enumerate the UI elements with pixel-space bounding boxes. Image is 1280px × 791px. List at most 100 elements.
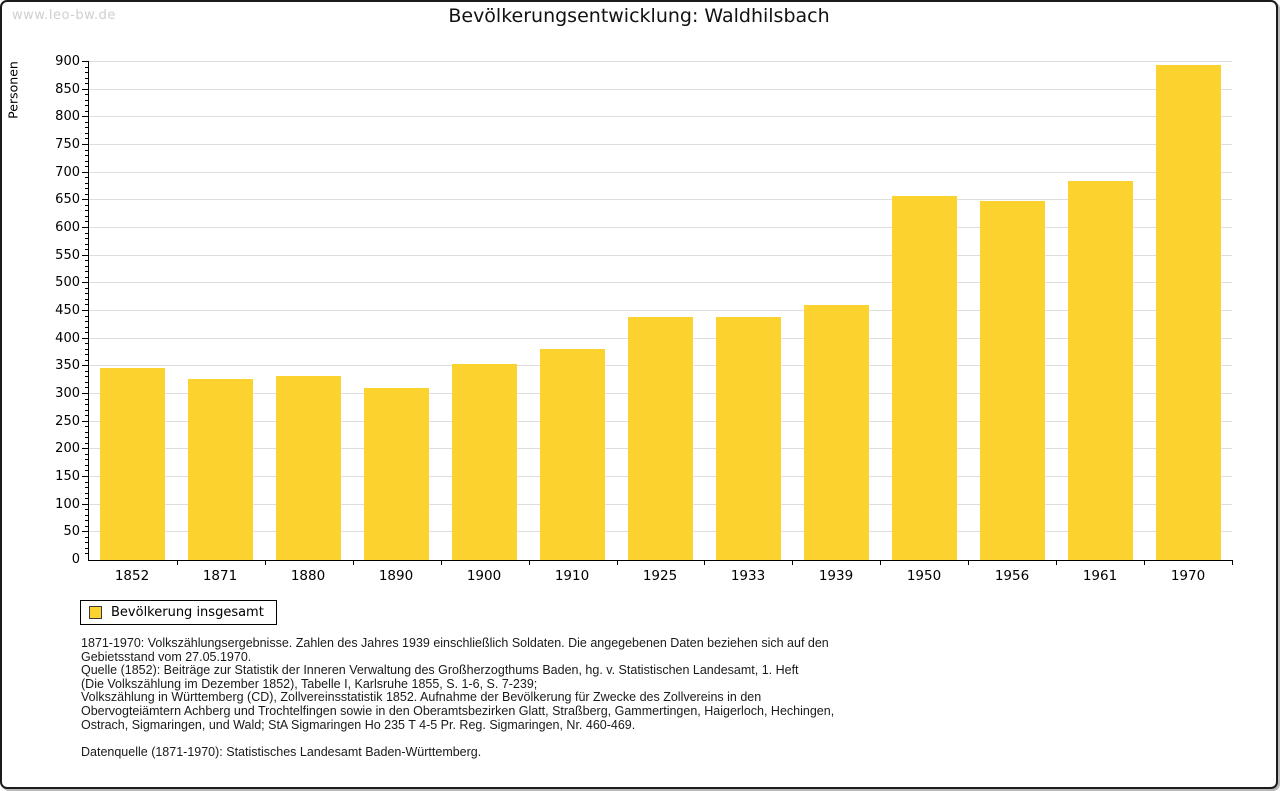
y-major-tick-750 — [82, 144, 89, 145]
y-minor-tick-330 — [85, 376, 89, 378]
y-minor-tick-120 — [85, 492, 89, 494]
x-boundary-tick-3 — [352, 560, 354, 565]
y-minor-tick-630 — [85, 210, 89, 212]
y-tick-label-550: 550 — [55, 247, 80, 263]
bar-slot-1933 — [704, 62, 792, 560]
y-tick-label-650: 650 — [55, 192, 80, 208]
y-minor-tick-620 — [85, 215, 89, 217]
legend-swatch-icon — [89, 606, 102, 619]
y-minor-tick-780 — [85, 127, 89, 129]
watermark: www.leo-bw.de — [12, 8, 116, 23]
y-minor-tick-510 — [85, 276, 89, 278]
y-minor-tick-370 — [85, 354, 89, 356]
bar-1970 — [1155, 64, 1221, 560]
y-tick-label-100: 100 — [55, 496, 80, 512]
y-minor-tick-440 — [85, 315, 89, 317]
x-tick-label-1939: 1939 — [818, 568, 854, 584]
legend-label: Bevölkerung insgesamt — [111, 605, 264, 620]
y-tick-label-800: 800 — [55, 109, 80, 125]
footer-line-1: 1871-1970: Volkszählungsergebnisse. Zahl… — [81, 636, 829, 650]
bar-slot-1900 — [441, 62, 529, 560]
bar-slot-1950 — [880, 62, 968, 560]
y-minor-tick-810 — [85, 110, 89, 112]
footer-line-5: Volkszählung in Württemberg (CD), Zollve… — [81, 690, 762, 705]
y-minor-tick-580 — [85, 238, 89, 240]
bar-1961 — [1067, 180, 1133, 560]
y-minor-tick-160 — [85, 470, 89, 472]
gridline-450 — [89, 310, 1232, 311]
legend-box: Bevölkerung insgesamt — [80, 600, 277, 625]
y-minor-tick-610 — [85, 221, 89, 223]
x-tick-label-1910: 1910 — [554, 568, 590, 584]
y-minor-tick-390 — [85, 343, 89, 345]
y-minor-tick-710 — [85, 166, 89, 168]
gridline-800 — [89, 116, 1232, 118]
y-tick-label-600: 600 — [55, 220, 80, 236]
y-minor-tick-570 — [85, 243, 89, 245]
y-minor-tick-670 — [85, 188, 89, 190]
y-major-tick-600 — [82, 227, 89, 228]
y-minor-tick-90 — [85, 509, 89, 511]
y-tick-label-50: 50 — [63, 524, 80, 540]
gridline-700 — [89, 171, 1232, 173]
y-minor-tick-40 — [85, 536, 89, 538]
y-tick-label-0: 0 — [71, 552, 80, 567]
footer-notes: 1871-1970: Volkszählungsergebnisse. Zahl… — [81, 636, 1201, 760]
y-minor-tick-470 — [85, 298, 89, 300]
bar-1925 — [627, 316, 694, 560]
y-minor-tick-680 — [85, 182, 89, 184]
y-minor-tick-260 — [85, 415, 89, 417]
y-minor-tick-30 — [85, 542, 89, 544]
y-minor-tick-70 — [85, 520, 89, 522]
bar-1933 — [715, 316, 781, 560]
y-minor-tick-60 — [85, 525, 89, 527]
bar-1890 — [364, 388, 430, 560]
y-minor-tick-190 — [85, 453, 89, 455]
x-boundary-tick-4 — [440, 560, 442, 565]
footer-line-7: Ostrach, Sigmaringen, und Wald; StA Sigm… — [81, 717, 636, 732]
y-minor-tick-340 — [85, 370, 89, 372]
bar-series — [89, 62, 1232, 560]
x-boundary-tick-2 — [264, 560, 266, 565]
bar-1956 — [979, 200, 1045, 560]
y-major-tick-50 — [82, 531, 89, 533]
y-minor-tick-230 — [85, 431, 89, 433]
y-major-tick-900 — [82, 61, 89, 62]
gridline-650 — [89, 199, 1232, 201]
y-minor-tick-760 — [85, 138, 89, 140]
y-minor-tick-270 — [85, 409, 89, 411]
y-minor-tick-590 — [85, 232, 89, 234]
y-major-tick-450 — [82, 310, 89, 311]
y-minor-tick-860 — [85, 83, 89, 85]
y-minor-tick-180 — [85, 459, 89, 461]
y-minor-tick-890 — [85, 66, 89, 68]
y-minor-tick-360 — [85, 359, 89, 361]
y-minor-tick-380 — [85, 348, 89, 350]
bar-slot-1852 — [89, 62, 177, 560]
x-tick-label-1956: 1956 — [994, 568, 1030, 584]
bar-slot-1961 — [1056, 62, 1144, 560]
x-tick-label-1890: 1890 — [378, 568, 414, 584]
y-major-tick-500 — [82, 282, 89, 284]
x-boundary-tick-10 — [968, 560, 970, 565]
y-major-tick-300 — [82, 393, 89, 394]
bar-1852 — [100, 368, 166, 560]
bar-slot-1871 — [177, 62, 265, 560]
y-major-tick-700 — [82, 171, 89, 173]
y-minor-tick-420 — [85, 326, 89, 328]
population-bar-chart: 0 50 100 150 200 250 300 350 400 450 500 550 600 650 7… — [55, 55, 1233, 567]
gridline-750 — [89, 144, 1232, 145]
y-axis-title: Personen — [5, 61, 21, 119]
y-tick-label-900: 900 — [55, 54, 80, 69]
bar-slot-1925 — [617, 62, 705, 560]
y-minor-tick-540 — [85, 260, 89, 262]
y-minor-tick-410 — [85, 332, 89, 334]
y-minor-tick-320 — [85, 381, 89, 383]
bar-1900 — [452, 363, 518, 560]
x-boundary-tick-8 — [792, 560, 794, 565]
bar-slot-1880 — [265, 62, 353, 560]
y-minor-tick-520 — [85, 271, 89, 273]
y-minor-tick-740 — [85, 149, 89, 151]
y-major-tick-400 — [82, 337, 89, 339]
y-major-tick-100 — [82, 503, 89, 505]
